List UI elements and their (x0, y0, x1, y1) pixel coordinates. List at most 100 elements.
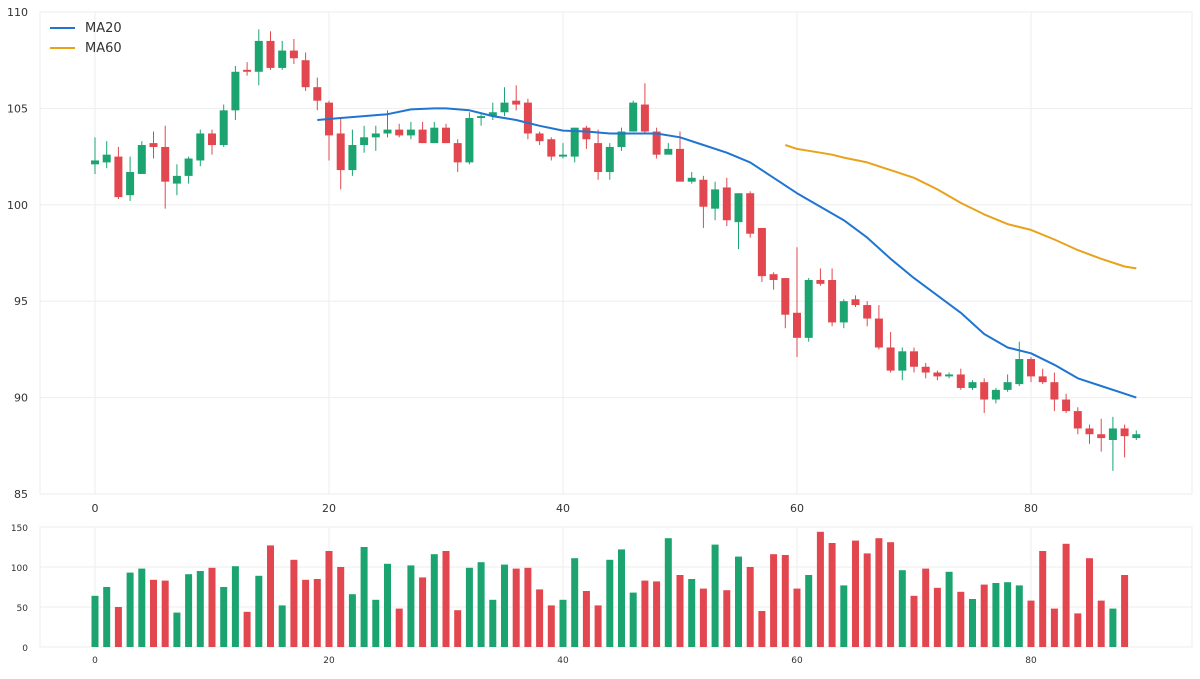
candle-body (968, 382, 977, 388)
candle-body (687, 177, 696, 182)
candle-body (886, 347, 895, 371)
candle-body (711, 189, 720, 209)
volume-bar (922, 568, 930, 647)
candle-body (266, 40, 275, 68)
price-xtick-label: 60 (790, 502, 804, 515)
volume-bar (395, 608, 403, 647)
volume-bar (980, 584, 988, 647)
volume-bar (898, 570, 906, 647)
volume-bar (243, 611, 251, 647)
volume-bar (641, 580, 649, 647)
volume-bar (887, 542, 895, 647)
price-xtick-label: 0 (92, 502, 99, 515)
volume-bar (1121, 575, 1129, 647)
price-xtick-label: 20 (322, 502, 336, 515)
candle-body (956, 374, 965, 388)
volume-bar (501, 564, 508, 647)
candle-body (594, 143, 603, 173)
volume-bar (337, 567, 345, 647)
volume-bar (173, 612, 181, 647)
candle-body (781, 278, 790, 315)
volume-xtick-label: 60 (791, 656, 803, 666)
volume-bar (348, 594, 356, 647)
volume-bar (1097, 600, 1105, 647)
candle-body (933, 372, 942, 377)
price-ytick-label: 95 (14, 295, 28, 308)
volume-bar (688, 579, 696, 647)
volume-bar (231, 566, 239, 647)
candle-body (383, 129, 392, 134)
volume-bar (477, 562, 485, 647)
candle-body (851, 299, 860, 306)
candle-body (477, 116, 486, 119)
candle-body (617, 131, 626, 147)
legend-label-ma20: MA20 (85, 21, 122, 36)
candle-body (699, 179, 708, 207)
volume-bar (489, 599, 497, 647)
volume-bar (957, 591, 965, 647)
candle-body (722, 187, 731, 221)
volume-bar (840, 585, 848, 647)
volume-xtick-label: 20 (323, 656, 335, 666)
price-ytick-label: 100 (7, 199, 28, 212)
candle-body (231, 71, 240, 111)
volume-bar (676, 575, 684, 647)
candle-body (243, 69, 252, 72)
volume-bar (372, 599, 380, 647)
volume-bar (220, 587, 228, 647)
candle-body (442, 127, 450, 144)
volume-bar (793, 588, 801, 647)
candle-body (406, 129, 415, 136)
candle-body (348, 145, 357, 171)
volume-bar (325, 551, 333, 647)
volume-bar (536, 589, 544, 647)
volume-axes: 0 50 100 150 0 20 40 60 80 (11, 524, 1193, 666)
candle-body (453, 143, 462, 163)
candle-body (746, 193, 755, 234)
candle-body (1097, 434, 1106, 439)
candle-body (418, 129, 427, 144)
price-ytick-label: 85 (14, 488, 28, 501)
volume-bar (1109, 608, 1117, 647)
candle-body (559, 154, 567, 157)
volume-bar (571, 558, 579, 647)
volume-bar (1074, 613, 1082, 647)
candle-body (980, 382, 989, 400)
candle-body (278, 50, 287, 68)
candle-body (1003, 382, 1012, 390)
volume-ytick-label: 0 (22, 644, 28, 654)
volume-bar (664, 538, 672, 647)
volume-bar (430, 554, 438, 647)
volume-bar (805, 575, 813, 647)
candle-body (1027, 359, 1035, 377)
volume-bar (91, 595, 99, 647)
candle-body (523, 102, 532, 134)
candle-body (1050, 382, 1059, 400)
volume-bar (559, 599, 567, 647)
legend-label-ma60: MA60 (85, 41, 122, 56)
candle-body (91, 160, 99, 165)
price-grid (40, 11, 1192, 495)
candle-body (395, 129, 404, 136)
candle-body (828, 279, 837, 323)
volume-bar (594, 605, 602, 647)
candle-body (652, 131, 661, 155)
candle-body (1073, 411, 1082, 429)
candle-body (910, 351, 918, 367)
candle-body (161, 146, 170, 182)
candle-body (1120, 428, 1129, 437)
volume-bar (711, 544, 719, 647)
volume-bar (875, 538, 883, 647)
volume-bar (185, 574, 193, 647)
volume-bar (828, 543, 836, 647)
candle-body (793, 312, 801, 338)
candle-body (921, 366, 930, 373)
candle-body (465, 118, 474, 163)
candle-body (582, 127, 591, 140)
candle-body (769, 274, 778, 280)
volume-bar (699, 588, 707, 647)
candle-body (629, 102, 638, 132)
candle-body (184, 158, 193, 176)
candle-body (196, 133, 205, 161)
